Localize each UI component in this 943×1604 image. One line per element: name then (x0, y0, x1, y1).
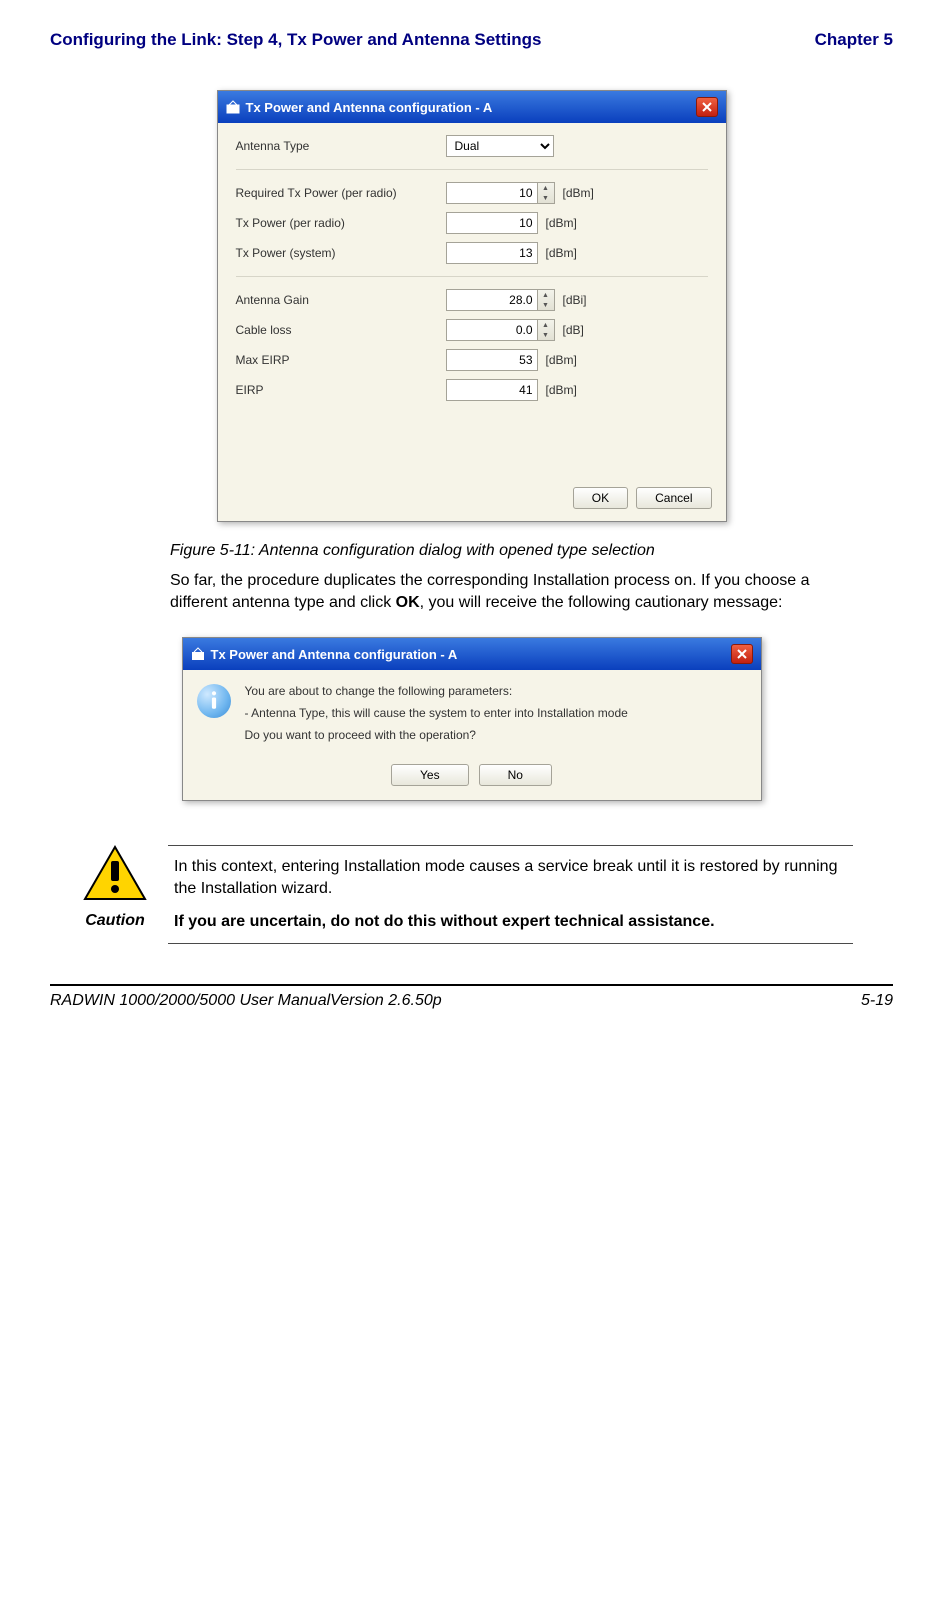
caution-label: Caution (80, 912, 150, 930)
field-row-a2: Tx Power (system) [dBm] (236, 242, 708, 264)
field-label: Tx Power (system) (236, 246, 446, 260)
chapter-label: Chapter 5 (815, 30, 893, 50)
spinner[interactable]: ▲▼ (538, 182, 555, 204)
confirm-dialog: Tx Power and Antenna configuration - A Y… (182, 637, 762, 801)
unit-label: [dBi] (563, 293, 587, 307)
cancel-button[interactable]: Cancel (636, 487, 711, 509)
field-label: Cable loss (236, 323, 446, 337)
antenna-type-select[interactable]: Dual (446, 135, 554, 157)
field-row-b0: Antenna Gain ▲▼ [dBi] (236, 289, 708, 311)
caution-text-bold: If you are uncertain, do not do this wit… (174, 911, 847, 933)
value-input[interactable] (446, 319, 538, 341)
close-icon[interactable] (696, 97, 718, 117)
unit-label: [dBm] (563, 186, 594, 200)
body-paragraph: So far, the procedure duplicates the cor… (170, 570, 853, 613)
caution-block: Caution In this context, entering Instal… (80, 845, 853, 944)
close-icon[interactable] (731, 644, 753, 664)
alert-line: Do you want to proceed with the operatio… (245, 728, 628, 742)
spinner[interactable]: ▲▼ (538, 289, 555, 311)
unit-label: [dBm] (546, 246, 577, 260)
field-label: EIRP (236, 383, 446, 397)
value-input (446, 212, 538, 234)
chevron-up-icon[interactable]: ▲ (538, 320, 554, 330)
info-icon (197, 684, 231, 718)
chevron-down-icon[interactable]: ▼ (538, 300, 554, 310)
field-label: Required Tx Power (per radio) (236, 186, 446, 200)
footer-left: RADWIN 1000/2000/5000 User ManualVersion… (50, 992, 442, 1010)
alert-line: You are about to change the following pa… (245, 684, 628, 698)
value-input[interactable] (446, 289, 538, 311)
field-label: Antenna Gain (236, 293, 446, 307)
field-row-a0: Required Tx Power (per radio) ▲▼ [dBm] (236, 182, 708, 204)
ok-button[interactable]: OK (573, 487, 628, 509)
warning-icon (83, 845, 147, 901)
field-label: Max EIRP (236, 353, 446, 367)
field-row-b1: Cable loss ▲▼ [dB] (236, 319, 708, 341)
spinner[interactable]: ▲▼ (538, 319, 555, 341)
dialog-title: Tx Power and Antenna configuration - A (246, 100, 493, 115)
value-input (446, 379, 538, 401)
field-row-b3: EIRP [dBm] (236, 379, 708, 401)
no-button[interactable]: No (479, 764, 552, 786)
dialog-title: Tx Power and Antenna configuration - A (211, 647, 458, 662)
value-input (446, 349, 538, 371)
app-icon (191, 647, 205, 661)
unit-label: [dBm] (546, 383, 577, 397)
value-input (446, 242, 538, 264)
chevron-down-icon[interactable]: ▼ (538, 193, 554, 203)
dialog-titlebar: Tx Power and Antenna configuration - A (218, 91, 726, 123)
caution-text: In this context, entering Installation m… (174, 856, 847, 899)
value-input[interactable] (446, 182, 538, 204)
unit-label: [dBm] (546, 353, 577, 367)
yes-button[interactable]: Yes (391, 764, 469, 786)
chevron-up-icon[interactable]: ▲ (538, 183, 554, 193)
footer-page: 5-19 (861, 992, 893, 1010)
chevron-down-icon[interactable]: ▼ (538, 330, 554, 340)
app-icon (226, 100, 240, 114)
antenna-type-label: Antenna Type (236, 139, 446, 153)
figure-caption: Figure 5-11: Antenna configuration dialo… (170, 542, 893, 560)
alert-line: - Antenna Type, this will cause the syst… (245, 706, 628, 720)
page-section-title: Configuring the Link: Step 4, Tx Power a… (50, 30, 541, 50)
unit-label: [dBm] (546, 216, 577, 230)
unit-label: [dB] (563, 323, 584, 337)
chevron-up-icon[interactable]: ▲ (538, 290, 554, 300)
field-label: Tx Power (per radio) (236, 216, 446, 230)
dialog-titlebar: Tx Power and Antenna configuration - A (183, 638, 761, 670)
field-row-b2: Max EIRP [dBm] (236, 349, 708, 371)
field-row-a1: Tx Power (per radio) [dBm] (236, 212, 708, 234)
tx-power-config-dialog: Tx Power and Antenna configuration - A A… (217, 90, 727, 522)
